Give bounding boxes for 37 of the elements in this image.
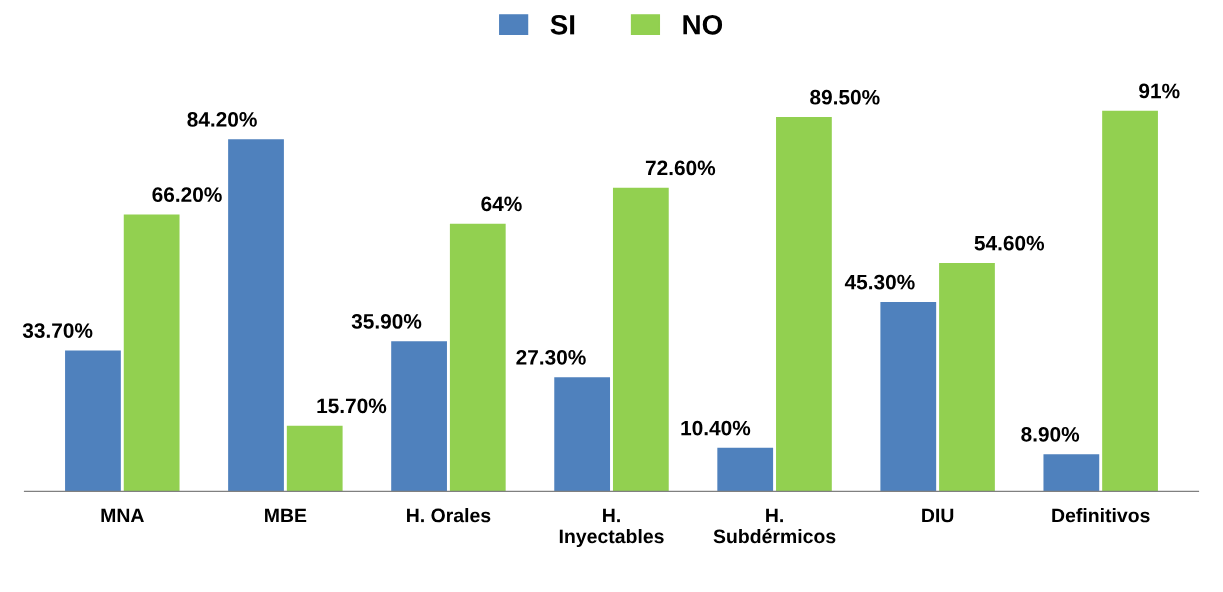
x-tick-label: H. Inyectables — [559, 508, 664, 548]
data-label: 91% — [1139, 83, 1180, 99]
bar — [123, 214, 180, 492]
data-label: 27.30% — [516, 349, 586, 365]
x-tick-label: MBE — [265, 508, 307, 523]
data-label: 66.20% — [152, 187, 222, 203]
bar — [776, 117, 832, 492]
data-label: 45.30% — [844, 274, 915, 290]
bar — [1102, 110, 1158, 492]
bar — [391, 341, 447, 492]
x-tick-label: H. Subdérmicos — [713, 508, 836, 544]
x-tick-label: DIU — [922, 508, 954, 523]
data-label: 15.70% — [317, 398, 387, 414]
bar — [228, 139, 284, 492]
bar — [286, 425, 343, 492]
x-tick-label: H. Orales — [407, 508, 491, 523]
data-label: 10.40% — [681, 420, 751, 436]
x-tick-label: MNA — [101, 508, 144, 523]
data-label: 72.60% — [645, 160, 716, 176]
legend-label: NO — [683, 14, 723, 35]
bar — [65, 350, 121, 492]
bar — [939, 263, 995, 492]
bar — [449, 223, 506, 492]
data-label: 33.70% — [22, 323, 93, 338]
x-tick-label: Definitivos — [1052, 508, 1150, 523]
data-label: 84.20% — [187, 112, 257, 127]
bar — [717, 447, 774, 492]
bar — [880, 301, 937, 492]
bar — [554, 377, 611, 492]
data-label: 64% — [481, 196, 522, 212]
data-label: 54.60% — [974, 235, 1045, 251]
bar — [612, 187, 669, 492]
data-label: 35.90% — [351, 314, 422, 329]
legend-label: SI — [550, 14, 575, 35]
bar — [1043, 454, 1100, 492]
data-label: 89.50% — [810, 89, 880, 105]
data-label: 8.90% — [1021, 426, 1080, 442]
